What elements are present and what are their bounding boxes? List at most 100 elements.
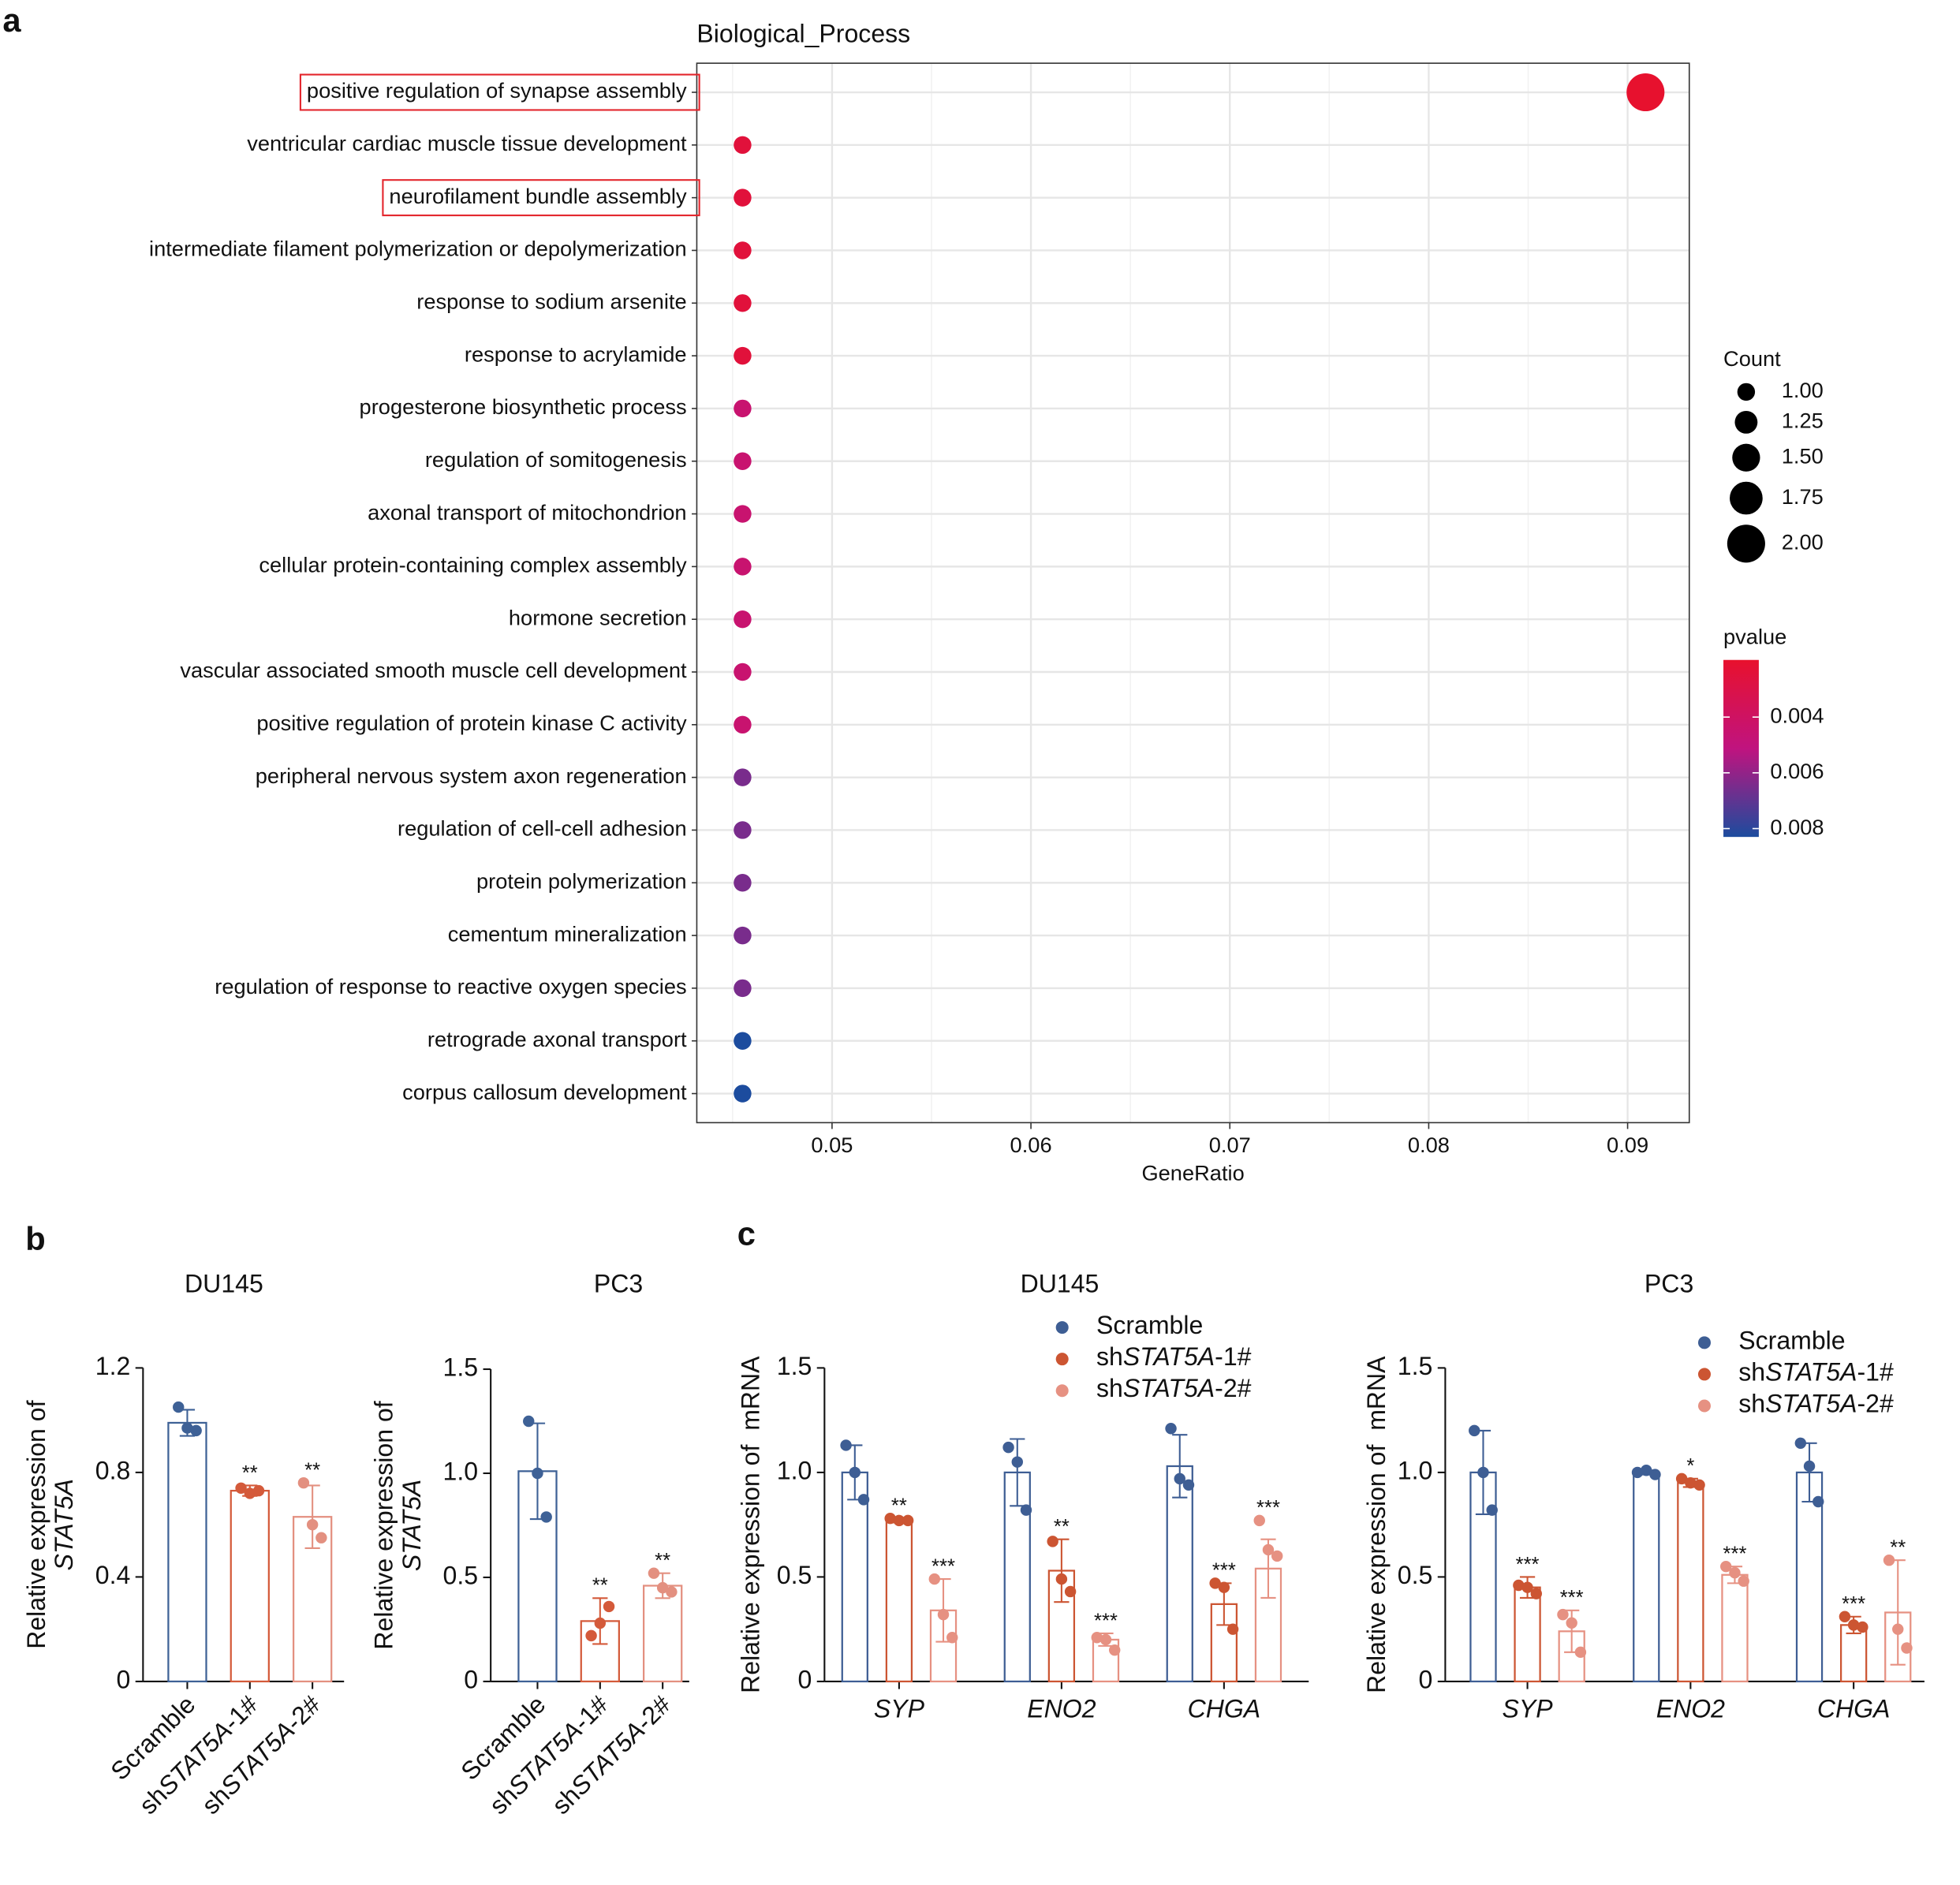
data-point (315, 1532, 327, 1543)
legend-label: 1.50 (1782, 443, 1824, 468)
highlight-box (299, 73, 700, 111)
legend-key (1055, 1353, 1069, 1366)
data-point (1649, 1469, 1661, 1480)
data-point (937, 1608, 950, 1621)
x-tick-label: ENO2 (1027, 1694, 1096, 1723)
y-tick-label: positive regulation of protein kinase C … (256, 711, 687, 735)
legend-size-key (1730, 481, 1763, 515)
x-tick-label: 0.09 (1607, 1133, 1648, 1157)
legend-key (1055, 1384, 1069, 1398)
data-point (523, 1415, 535, 1428)
dot (1626, 73, 1665, 112)
legend-label: 1.00 (1782, 378, 1824, 402)
significance: *** (1094, 1610, 1118, 1632)
chart-title: DU145 (185, 1270, 263, 1298)
y-tick-label: retrograde axonal transport (427, 1027, 687, 1051)
significance: ** (1054, 1516, 1070, 1538)
y-axis-label: Relative expression of mRNA (736, 1356, 764, 1693)
x-axis-label: GeneRatio (1141, 1160, 1244, 1185)
data-point (1530, 1588, 1543, 1599)
data-point (1002, 1441, 1014, 1454)
data-point (1091, 1632, 1103, 1644)
y-axis-label: STAT5A (50, 1479, 78, 1570)
data-point (1574, 1646, 1587, 1659)
data-point (1099, 1633, 1112, 1646)
data-point (1064, 1585, 1077, 1598)
data-point (306, 1518, 319, 1531)
legend-label: shSTAT5A-2# (1738, 1390, 1894, 1418)
legend-label: 1.25 (1782, 409, 1824, 433)
panel-label: b (25, 1220, 45, 1257)
data-point (532, 1467, 543, 1480)
data-point (928, 1573, 941, 1585)
x-tick-label: 0.06 (1010, 1133, 1052, 1157)
data-point (1857, 1621, 1869, 1633)
significance: ** (592, 1575, 608, 1597)
bar (885, 1519, 913, 1683)
legend-title: pvalue (1723, 625, 1786, 649)
data-point (1883, 1554, 1895, 1566)
data-point (1218, 1581, 1230, 1593)
bar (841, 1471, 868, 1683)
y-tick-label: regulation of somitogenesis (425, 447, 687, 472)
colorbar-tick-label: 0.006 (1770, 759, 1824, 783)
legend-label: shSTAT5A-1# (1738, 1358, 1894, 1387)
data-point (1020, 1504, 1032, 1516)
panel-label: c (737, 1215, 756, 1252)
data-point (1794, 1437, 1807, 1450)
data-point (252, 1484, 265, 1497)
legend-size-key (1732, 443, 1760, 472)
legend-size-key (1734, 410, 1758, 434)
legend-key (1697, 1368, 1712, 1381)
dot (734, 663, 752, 681)
legend-label: Scramble (1738, 1327, 1845, 1355)
data-point (1047, 1536, 1058, 1547)
significance: ** (1890, 1537, 1906, 1559)
data-point (585, 1629, 597, 1642)
legend-size-key (1727, 524, 1765, 563)
y-tick-label: 0 (1419, 1665, 1433, 1693)
y-tick-label: 1.0 (1398, 1456, 1433, 1484)
significance: *** (1560, 1587, 1584, 1609)
colorbar (1723, 659, 1759, 838)
dot (734, 558, 752, 576)
dot (734, 1032, 752, 1050)
data-point (902, 1514, 914, 1527)
data-point (603, 1600, 615, 1613)
dot (734, 188, 752, 207)
y-tick-label: axonal transport of mitochondrion (368, 500, 686, 524)
significance: *** (1516, 1554, 1540, 1576)
y-tick-label: peripheral nervous system axon regenerat… (256, 763, 687, 788)
y-tick-label: positive regulation of synapse assembly (307, 78, 687, 103)
y-tick-label: 0 (797, 1665, 812, 1693)
bar (167, 1421, 207, 1683)
data-point (849, 1466, 861, 1479)
data-point (1803, 1460, 1816, 1473)
y-tick-label: protein polymerization (476, 868, 687, 893)
data-point (1253, 1514, 1265, 1527)
x-tick-label: ENO2 (1656, 1694, 1725, 1723)
data-point (190, 1424, 202, 1437)
legend-size-key (1737, 383, 1756, 401)
dot (734, 136, 752, 155)
dot (734, 979, 752, 998)
y-tick-label: regulation of response to reactive oxyge… (215, 974, 686, 998)
data-point (1174, 1473, 1185, 1485)
data-point (648, 1567, 660, 1579)
bar (1677, 1482, 1704, 1683)
legend-key (1055, 1321, 1069, 1334)
chart-title: DU145 (1021, 1270, 1099, 1298)
data-point (857, 1494, 870, 1506)
data-point (1226, 1623, 1239, 1635)
dot (734, 1084, 752, 1103)
data-point (946, 1632, 958, 1644)
data-point (173, 1401, 185, 1413)
data-point (1729, 1566, 1741, 1579)
x-tick-label: CHGA (1817, 1694, 1891, 1723)
data-point (235, 1482, 247, 1494)
data-point (1675, 1473, 1688, 1485)
significance: *** (1212, 1560, 1236, 1582)
bar (1514, 1586, 1541, 1683)
x-tick-label: 0.07 (1209, 1133, 1251, 1157)
y-tick-label: 0.5 (1398, 1561, 1433, 1589)
